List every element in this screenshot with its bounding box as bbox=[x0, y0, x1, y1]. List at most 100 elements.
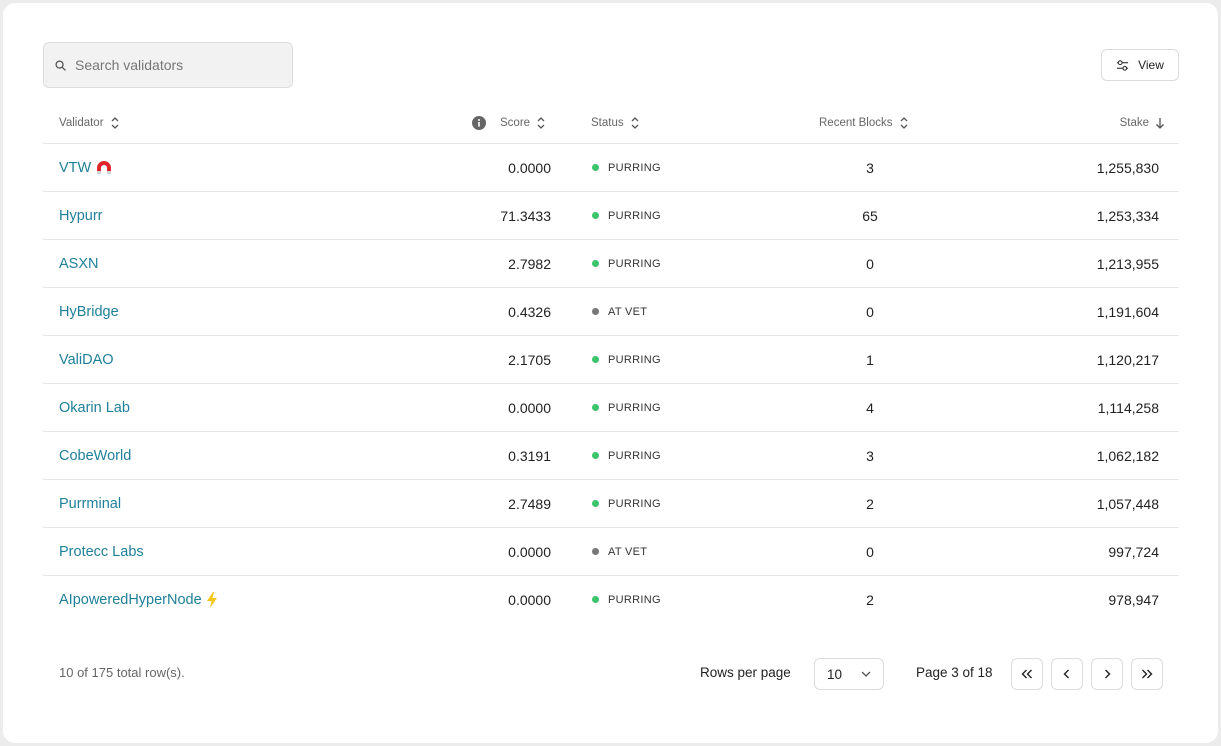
score-cell: 0.4326 bbox=[508, 303, 551, 320]
table-row[interactable]: VTW 0.0000 PURRING 3 1,255,830 bbox=[43, 144, 1179, 192]
magnet-icon bbox=[95, 160, 113, 176]
table-header: Validator Score Status bbox=[43, 101, 1179, 144]
status-cell: PURRING bbox=[592, 336, 661, 383]
status-dot bbox=[592, 404, 599, 411]
stake-cell: 1,255,830 bbox=[1096, 159, 1159, 176]
sort-icon bbox=[631, 116, 639, 129]
recent-blocks-cell: 2 bbox=[866, 495, 874, 512]
sort-descending-icon bbox=[1156, 117, 1164, 129]
status-dot bbox=[592, 308, 599, 315]
previous-page-button[interactable] bbox=[1051, 658, 1083, 690]
table-row[interactable]: Protecc Labs 0.0000 AT VET 0 997,724 bbox=[43, 528, 1179, 576]
validator-name: ASXN bbox=[59, 255, 99, 272]
validator-name-link[interactable]: Hypurr bbox=[59, 192, 103, 239]
column-header-label: Stake bbox=[1119, 116, 1149, 129]
chevron-right-icon bbox=[1105, 669, 1111, 679]
status-label: PURRING bbox=[608, 353, 661, 366]
row-count: 10 of 175 total row(s). bbox=[59, 665, 185, 680]
stake-cell: 1,062,182 bbox=[1096, 447, 1159, 464]
validator-name: CobeWorld bbox=[59, 447, 132, 464]
status-label: AT VET bbox=[608, 305, 648, 318]
status-cell: PURRING bbox=[592, 144, 661, 191]
first-page-button[interactable] bbox=[1011, 658, 1043, 690]
chevron-down-icon bbox=[861, 671, 871, 677]
score-cell: 2.1705 bbox=[508, 351, 551, 368]
page-info: Page 3 of 18 bbox=[916, 665, 993, 680]
status-dot bbox=[592, 500, 599, 507]
status-dot bbox=[592, 356, 599, 363]
lightning-icon bbox=[206, 591, 218, 608]
last-page-button[interactable] bbox=[1131, 658, 1163, 690]
validator-name-link[interactable]: Protecc Labs bbox=[59, 528, 144, 575]
rows-per-page-select[interactable]: 10 bbox=[814, 658, 884, 690]
status-label: PURRING bbox=[608, 161, 661, 174]
status-cell: PURRING bbox=[592, 240, 661, 287]
column-header-validator[interactable]: Validator bbox=[59, 101, 120, 144]
recent-blocks-cell: 0 bbox=[866, 303, 874, 320]
score-cell: 0.0000 bbox=[508, 159, 551, 176]
column-header-status[interactable]: Status bbox=[591, 101, 640, 144]
validator-name-link[interactable]: AIpoweredHyperNode bbox=[59, 576, 218, 623]
validator-name: ValiDAO bbox=[59, 351, 114, 368]
column-header-label: Score bbox=[500, 116, 531, 129]
status-cell: PURRING bbox=[592, 480, 661, 527]
stake-cell: 1,191,604 bbox=[1096, 303, 1159, 320]
score-cell: 0.3191 bbox=[508, 447, 551, 464]
column-header-stake[interactable]: Stake bbox=[1120, 101, 1165, 144]
table-row[interactable]: HyBridge 0.4326 AT VET 0 1,191,604 bbox=[43, 288, 1179, 336]
validators-table: Validator Score Status bbox=[43, 101, 1179, 624]
score-cell: 2.7489 bbox=[508, 495, 551, 512]
info-icon[interactable] bbox=[472, 115, 486, 130]
view-button[interactable]: View bbox=[1101, 49, 1179, 81]
validator-name-link[interactable]: Purrminal bbox=[59, 480, 121, 527]
table-row[interactable]: ValiDAO 2.1705 PURRING 1 1,120,217 bbox=[43, 336, 1179, 384]
validator-name: AIpoweredHyperNode bbox=[59, 591, 202, 608]
status-label: AT VET bbox=[608, 545, 648, 558]
status-dot bbox=[592, 260, 599, 267]
validator-name-link[interactable]: VTW bbox=[59, 144, 113, 191]
score-cell: 0.0000 bbox=[508, 543, 551, 560]
validator-name: Protecc Labs bbox=[59, 543, 144, 560]
chevron-left-icon bbox=[1063, 669, 1069, 679]
table-row[interactable]: Okarin Lab 0.0000 PURRING 4 1,114,258 bbox=[43, 384, 1179, 432]
stake-cell: 1,120,217 bbox=[1096, 351, 1159, 368]
column-header-label: Recent Blocks bbox=[819, 116, 893, 129]
table-row[interactable]: CobeWorld 0.3191 PURRING 3 1,062,182 bbox=[43, 432, 1179, 480]
status-label: PURRING bbox=[608, 257, 661, 270]
column-header-recent-blocks[interactable]: Recent Blocks bbox=[819, 101, 909, 144]
table-row[interactable]: Purrminal 2.7489 PURRING 2 1,057,448 bbox=[43, 480, 1179, 528]
validators-card: View Validator Score bbox=[3, 3, 1218, 743]
next-page-button[interactable] bbox=[1091, 658, 1123, 690]
validator-name-link[interactable]: ASXN bbox=[59, 240, 99, 287]
status-label: PURRING bbox=[608, 209, 661, 222]
validator-name: Okarin Lab bbox=[59, 399, 130, 416]
stake-cell: 978,947 bbox=[1108, 591, 1159, 608]
rows-per-page-label: Rows per page bbox=[700, 665, 791, 680]
validator-name-link[interactable]: CobeWorld bbox=[59, 432, 131, 479]
stake-cell: 1,253,334 bbox=[1096, 207, 1159, 224]
recent-blocks-cell: 3 bbox=[866, 159, 874, 176]
sort-icon bbox=[537, 116, 545, 129]
score-cell: 0.0000 bbox=[508, 591, 551, 608]
validator-name: HyBridge bbox=[59, 303, 119, 320]
table-body: VTW 0.0000 PURRING 3 1,255,830 Hypurr 71… bbox=[43, 144, 1179, 624]
table-row[interactable]: AIpoweredHyperNode 0.0000 PURRING 2 978,… bbox=[43, 576, 1179, 624]
column-header-score[interactable]: Score bbox=[472, 101, 546, 144]
status-dot bbox=[592, 212, 599, 219]
search-box[interactable] bbox=[43, 42, 293, 88]
validator-name-link[interactable]: HyBridge bbox=[59, 288, 119, 335]
validator-name: Hypurr bbox=[59, 207, 103, 224]
score-cell: 0.0000 bbox=[508, 399, 551, 416]
table-row[interactable]: Hypurr 71.3433 PURRING 65 1,253,334 bbox=[43, 192, 1179, 240]
stake-cell: 997,724 bbox=[1108, 543, 1159, 560]
status-cell: PURRING bbox=[592, 192, 661, 239]
table-row[interactable]: ASXN 2.7982 PURRING 0 1,213,955 bbox=[43, 240, 1179, 288]
sort-icon bbox=[111, 116, 119, 129]
stake-cell: 1,114,258 bbox=[1097, 399, 1159, 416]
recent-blocks-cell: 1 bbox=[866, 351, 874, 368]
validator-name-link[interactable]: Okarin Lab bbox=[59, 384, 130, 431]
search-input[interactable] bbox=[75, 57, 275, 73]
chevrons-left-icon bbox=[1021, 669, 1032, 679]
status-label: PURRING bbox=[608, 497, 661, 510]
validator-name-link[interactable]: ValiDAO bbox=[59, 336, 114, 383]
